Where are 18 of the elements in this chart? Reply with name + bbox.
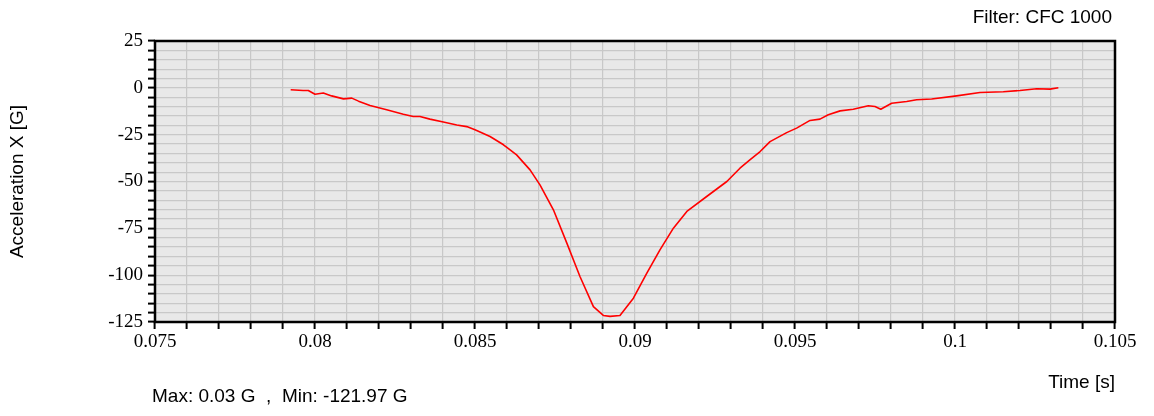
y-axis-title: Acceleration X [G] <box>5 104 27 259</box>
x-tick-label: 0.085 <box>453 330 497 352</box>
x-tick-label: 0.08 <box>298 330 332 352</box>
y-tick-label: -100 <box>108 263 143 285</box>
x-axis-title: Time [s] <box>1048 370 1115 392</box>
x-tick-label: 0.075 <box>133 330 177 352</box>
y-tick-label: -25 <box>117 122 143 144</box>
text: Max: 0.03 G , Min: -121.97 G <box>152 385 408 407</box>
x-tick-label: 0.105 <box>1093 330 1137 352</box>
x-tick-label: 0.1 <box>943 330 967 352</box>
x-tick-label: 0.09 <box>618 330 652 352</box>
text: Filter: CFC 1000 <box>972 6 1112 28</box>
y-tick-label: 0 <box>133 75 143 97</box>
y-tick-label: 25 <box>124 28 143 50</box>
y-tick-label: -50 <box>117 169 143 191</box>
y-tick-label: -75 <box>117 216 143 238</box>
y-tick-label: -125 <box>108 309 143 331</box>
x-tick-label: 0.095 <box>773 330 817 352</box>
